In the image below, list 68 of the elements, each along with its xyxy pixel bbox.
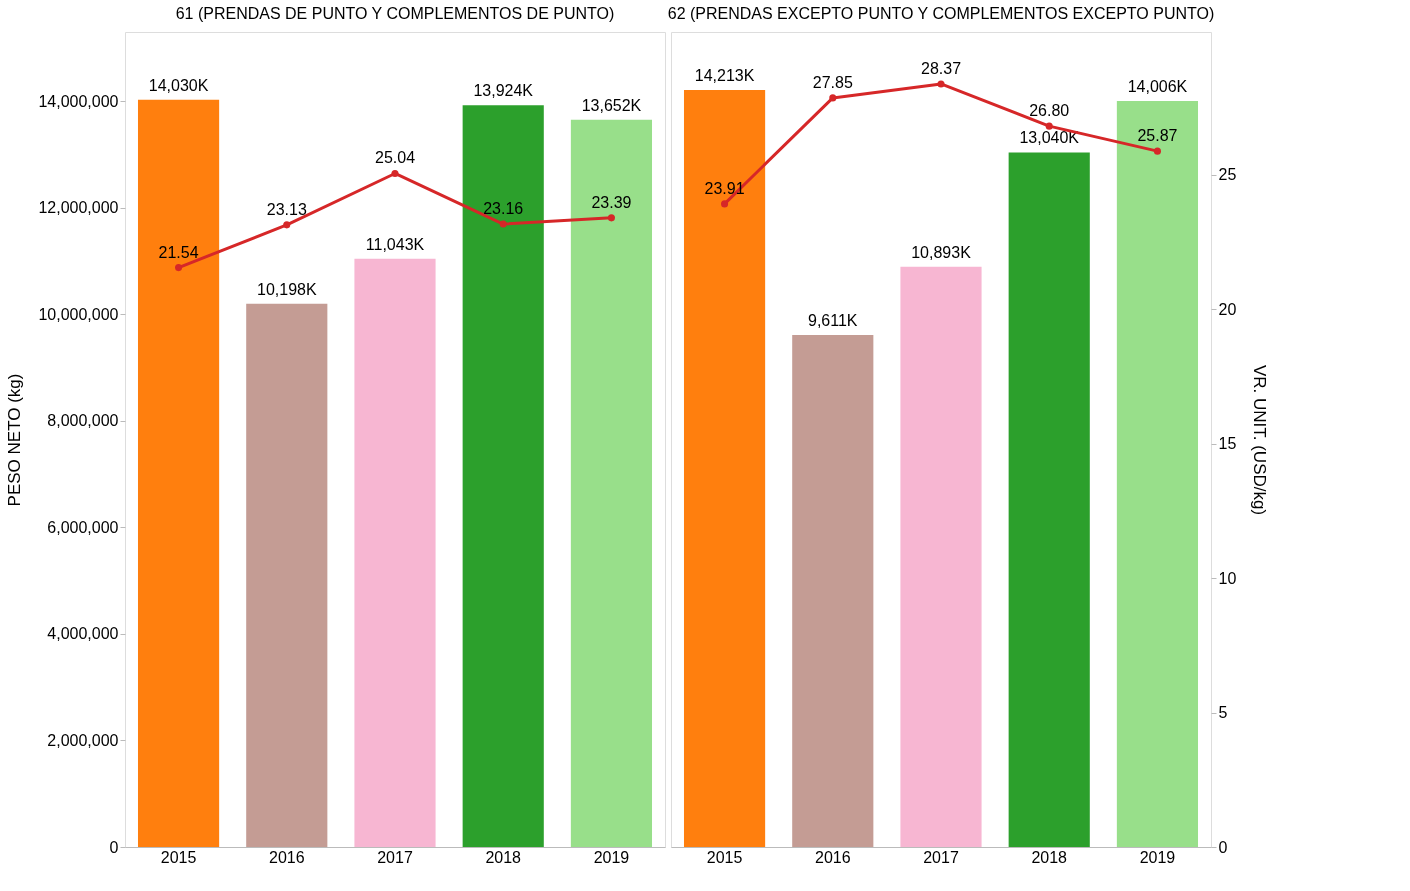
data-label: 14,006K — [1127, 77, 1188, 95]
x-tick-label: 2016 — [268, 848, 305, 866]
bar — [1008, 152, 1090, 847]
point — [829, 94, 837, 102]
y2-tick-label: 10 — [1218, 569, 1237, 587]
bar — [137, 99, 220, 847]
y-tick-label: 12,000,000 — [38, 199, 119, 217]
point — [937, 80, 945, 88]
x-tick-label: 2017 — [923, 848, 959, 866]
y-tick-label: 14,000,000 — [38, 92, 119, 110]
y-tick-label: 0 — [109, 838, 119, 856]
y2-tick-label: 20 — [1218, 300, 1237, 318]
point — [283, 221, 291, 229]
y-tick-label: 8,000,000 — [47, 412, 119, 430]
bar — [683, 89, 766, 847]
data-label: 14,030K — [148, 76, 209, 94]
x-tick-label: 2018 — [1031, 848, 1068, 866]
data-label: 13,652K — [581, 96, 642, 114]
point — [391, 169, 399, 178]
data-label: 25.04 — [374, 149, 416, 167]
y-tick-label: 10,000,000 — [38, 305, 119, 323]
data-label: 21.54 — [158, 243, 199, 261]
data-label: 26.80 — [1029, 102, 1070, 120]
data-label: 23.13 — [266, 200, 307, 218]
x-tick-label: 2016 — [814, 848, 851, 866]
data-label: 14,213K — [694, 66, 755, 84]
bar — [462, 105, 544, 847]
y2-tick-label: 0 — [1218, 838, 1228, 856]
bar — [246, 303, 328, 847]
data-label: 10,893K — [911, 243, 972, 261]
data-label: 28.37 — [920, 59, 962, 77]
bar — [354, 258, 436, 847]
x-tick-label: 2018 — [485, 848, 522, 866]
data-label: 10,198K — [256, 280, 317, 298]
bar — [570, 119, 653, 847]
data-label: 23.16 — [483, 200, 524, 218]
point — [175, 264, 183, 272]
chart-title: 62 (PRENDAS EXCEPTO PUNTO Y COMPLEMENTOS EXCEPTO PUNTO) — [667, 5, 1215, 22]
y-tick-label: 6,000,000 — [47, 518, 119, 536]
point — [607, 214, 615, 222]
y2-tick-label: 25 — [1218, 166, 1237, 184]
x-tick-label: 2019 — [593, 848, 630, 866]
data-label: 11,043K — [365, 235, 425, 253]
data-label: 27.85 — [812, 73, 853, 91]
bar — [900, 266, 982, 847]
point — [499, 220, 507, 228]
x-tick-label: 2019 — [1139, 848, 1176, 866]
point — [1153, 147, 1161, 155]
x-tick-label: 2015 — [160, 848, 197, 866]
data-label: 13,924K — [473, 82, 534, 100]
y-tick-label: 4,000,000 — [47, 625, 119, 643]
data-label: 25.87 — [1137, 127, 1178, 145]
data-label: 23.39 — [591, 193, 632, 211]
point — [1045, 122, 1053, 130]
x-tick-label: 2017 — [377, 848, 413, 866]
data-label: 13,040K — [1019, 129, 1080, 147]
y2-tick-label: 15 — [1218, 435, 1237, 453]
data-label: 9,611K — [808, 312, 858, 330]
y-tick-label: 2,000,000 — [47, 731, 119, 749]
point — [721, 200, 729, 208]
chart-title: 61 (PRENDAS DE PUNTO Y COMPLEMENTOS DE PUNTO) — [175, 5, 615, 22]
y2-axis-title: VR. UNIT. (USD/kg) — [1250, 364, 1270, 516]
data-label: 23.91 — [704, 179, 745, 197]
bar — [1116, 100, 1199, 847]
x-tick-label: 2015 — [706, 848, 743, 866]
bar — [792, 335, 874, 847]
y-axis-title: PESO NETO (kg) — [5, 373, 25, 507]
y2-tick-label: 5 — [1218, 704, 1228, 722]
